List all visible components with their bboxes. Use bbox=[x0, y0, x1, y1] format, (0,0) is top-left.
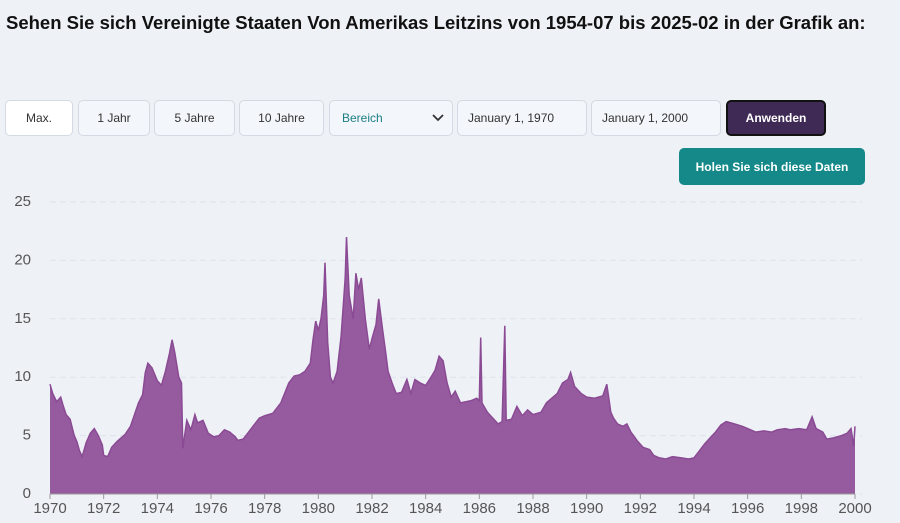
y-tick-label: 25 bbox=[14, 193, 31, 210]
x-tick-label: 1988 bbox=[516, 500, 549, 517]
x-tick-label: 1990 bbox=[570, 500, 603, 517]
y-tick-label: 15 bbox=[14, 310, 31, 327]
area bbox=[50, 237, 855, 494]
end-date-input[interactable]: January 1, 2000 bbox=[591, 100, 721, 136]
x-tick-label: 1974 bbox=[141, 500, 174, 517]
y-tick-label: 20 bbox=[14, 251, 31, 268]
max-button[interactable]: Max. bbox=[5, 100, 73, 136]
x-tick-label: 1976 bbox=[194, 500, 227, 517]
y-tick-label: 5 bbox=[23, 427, 31, 444]
area-line bbox=[49, 236, 856, 460]
ten-years-button[interactable]: 10 Jahre bbox=[239, 100, 324, 136]
x-tick-label: 1994 bbox=[677, 500, 710, 517]
y-tick-label: 0 bbox=[23, 485, 31, 502]
x-tick-label: 1970 bbox=[33, 500, 66, 517]
x-tick-label: 1978 bbox=[248, 500, 281, 517]
y-tick-label: 10 bbox=[14, 368, 31, 385]
x-tick-label: 1980 bbox=[302, 500, 335, 517]
x-tick-label: 1984 bbox=[409, 500, 442, 517]
one-year-button[interactable]: 1 Jahr bbox=[78, 100, 150, 136]
get-data-button[interactable]: Holen Sie sich diese Daten bbox=[679, 148, 865, 185]
x-tick-label: 1998 bbox=[785, 500, 818, 517]
x-tick-label: 1986 bbox=[463, 500, 496, 517]
apply-button[interactable]: Anwenden bbox=[726, 100, 826, 136]
x-tick-label: 2000 bbox=[838, 500, 871, 517]
five-years-button[interactable]: 5 Jahre bbox=[154, 100, 235, 136]
start-date-input[interactable]: January 1, 1970 bbox=[457, 100, 587, 136]
x-tick-label: 1982 bbox=[355, 500, 388, 517]
x-tick-label: 1992 bbox=[624, 500, 657, 517]
range-select[interactable]: Bereich bbox=[329, 100, 453, 136]
x-tick-label: 1972 bbox=[87, 500, 120, 517]
range-select-label: Bereich bbox=[342, 111, 383, 125]
chevron-icon bbox=[432, 114, 444, 122]
page-title: Sehen Sie sich Vereinigte Staaten Von Am… bbox=[6, 12, 866, 33]
x-tick-label: 1996 bbox=[731, 500, 764, 517]
